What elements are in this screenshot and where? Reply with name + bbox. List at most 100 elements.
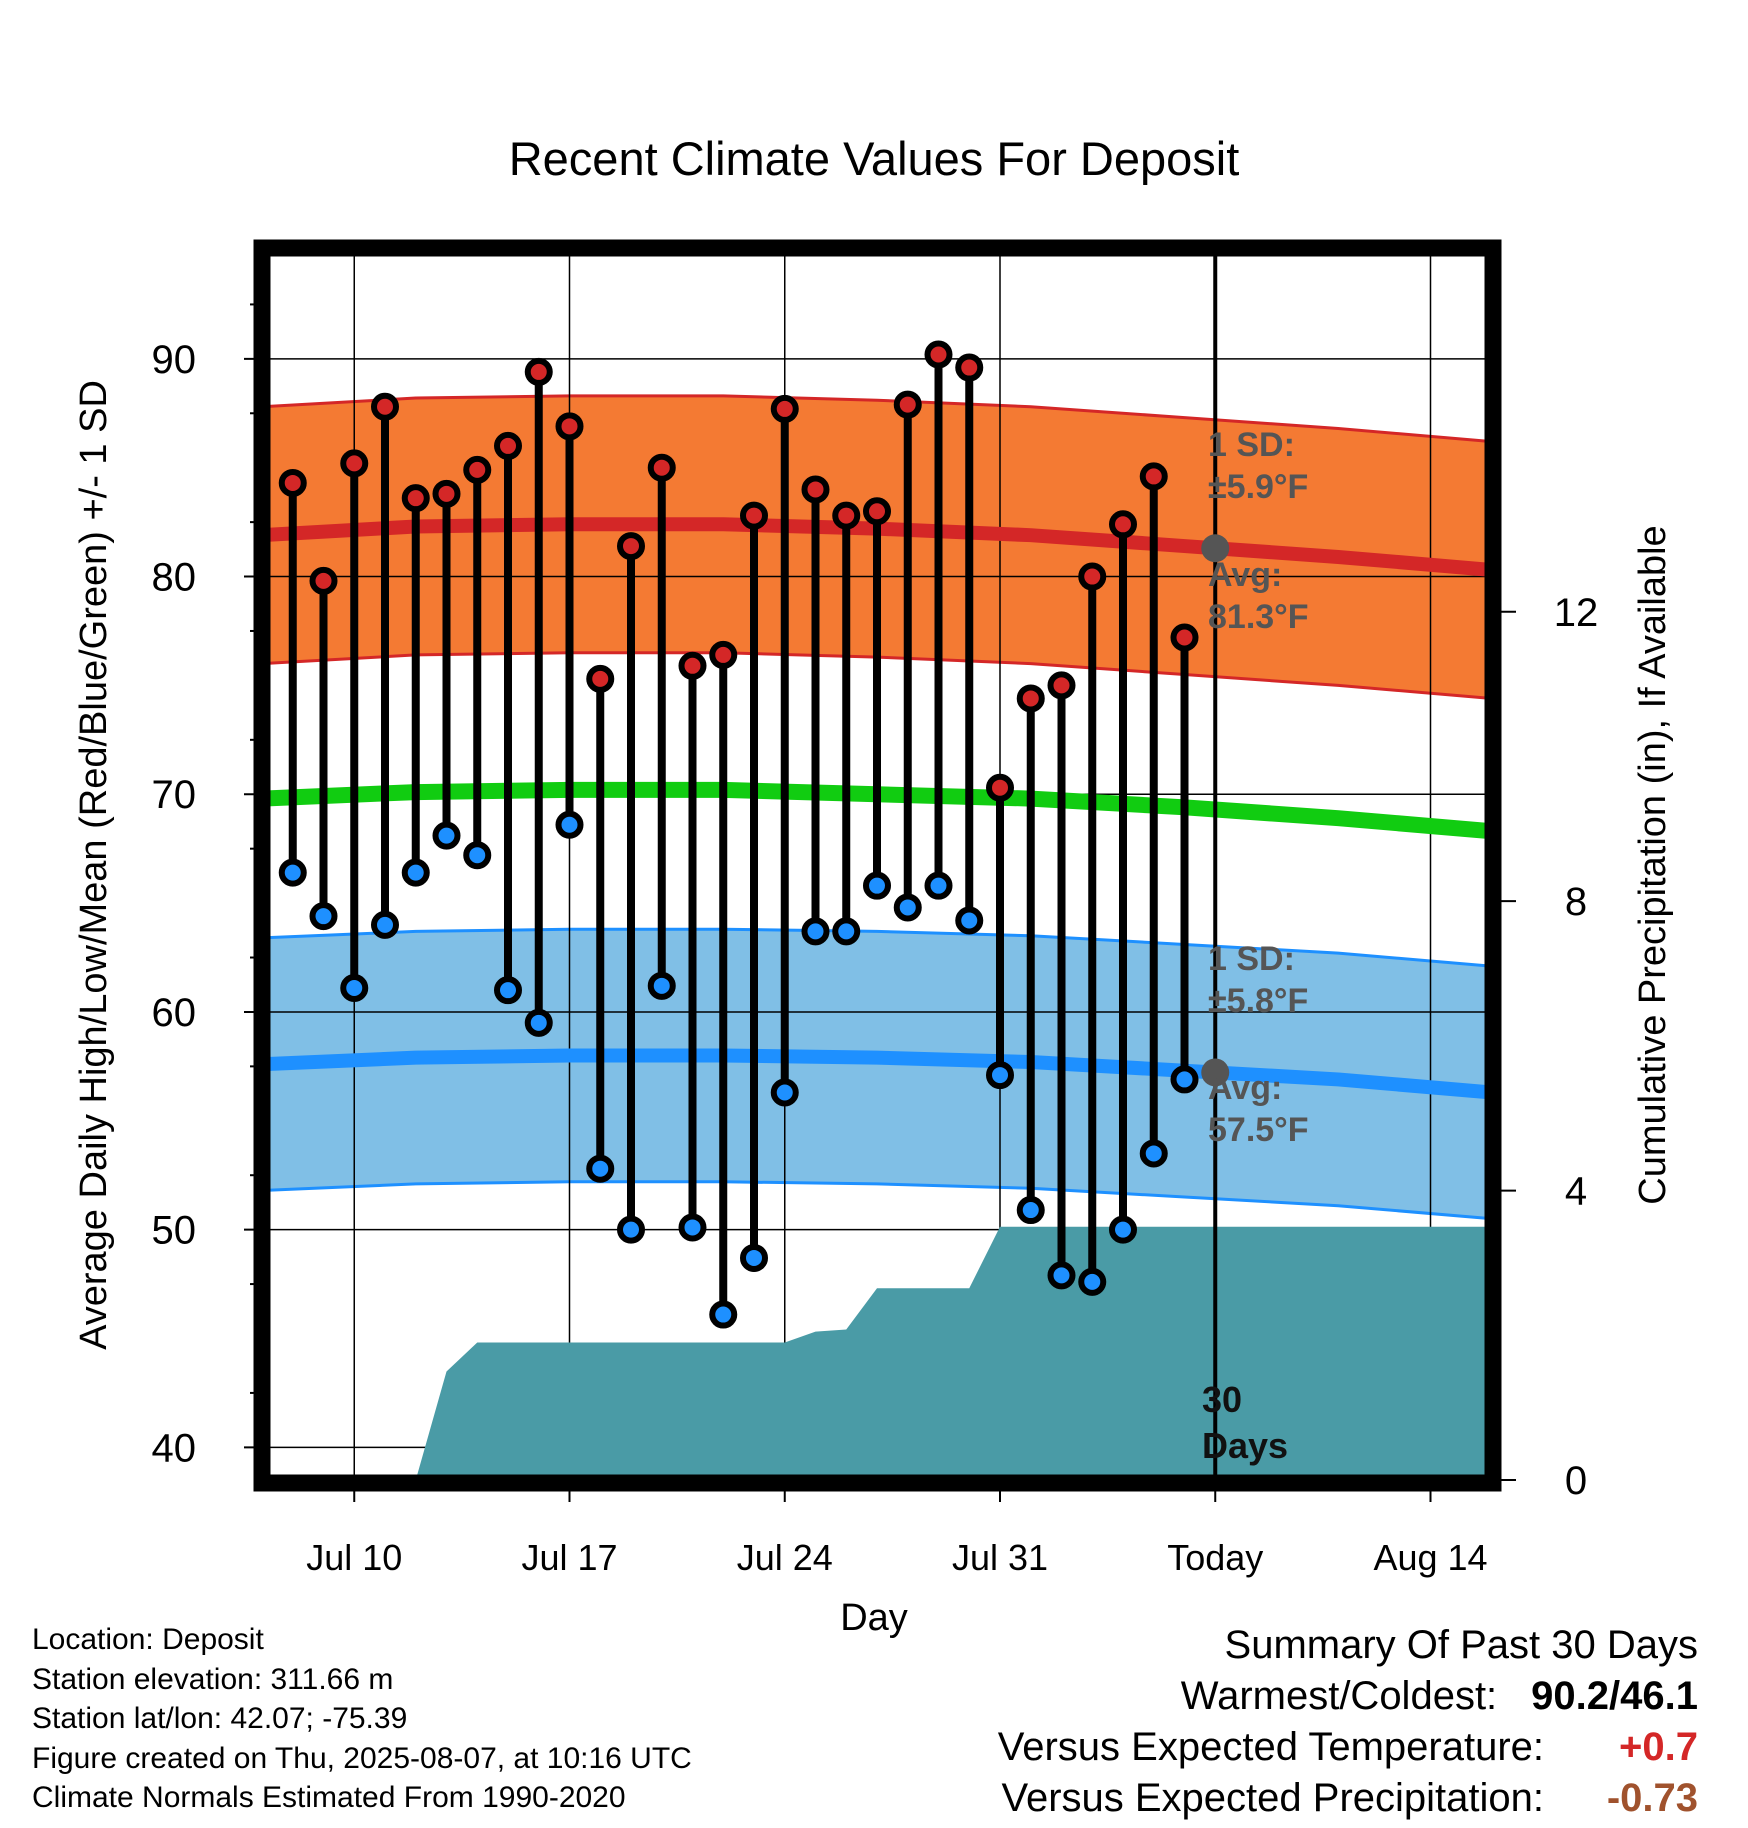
high-dot-2025-07-16: [524, 357, 553, 386]
high-dot-2025-07-29: [924, 340, 953, 369]
high-sd-label: 1 SD:: [1208, 426, 1295, 464]
low-dot-2025-07-09: [309, 902, 338, 931]
high-sd-band-upper: [262, 394, 1492, 444]
x-tick-label-3: Jul 31: [952, 1537, 1048, 1578]
low-dot-2025-07-15: [494, 976, 522, 1005]
low-dot-2025-07-18: [586, 1154, 615, 1183]
high-dot-2025-07-28: [893, 390, 922, 419]
high-dot-2025-08-05: [1139, 462, 1168, 491]
low-dot-2025-08-05: [1139, 1139, 1168, 1168]
precipitation-area: [354, 1226, 1492, 1480]
high-dot-2025-07-09: [309, 566, 338, 595]
low-dot-2025-07-11: [371, 910, 399, 939]
precip-area: [354, 1226, 1492, 1480]
low-dot-2025-07-08: [278, 858, 307, 887]
low-dot-2025-07-23: [740, 1243, 768, 1272]
y-tick-label-0: 40: [152, 1426, 197, 1470]
footer-info: Location: Deposit Station elevation: 311…: [32, 1620, 692, 1818]
y2-tick-label-0: 0: [1565, 1459, 1587, 1503]
low-dot-2025-07-21: [678, 1213, 707, 1242]
high-dot-2025-07-18: [586, 664, 615, 693]
low-dot-2025-08-04: [1109, 1215, 1137, 1244]
high-annotations: 1 SD: ±5.9°F Avg: 81.3°F 1 SD: ±5.8°F Av…: [1208, 426, 1309, 1149]
low-dot-2025-07-10: [340, 974, 369, 1002]
days-annotation: 30 Days: [1202, 1379, 1288, 1466]
y-tick-label-4: 80: [152, 556, 197, 600]
low-avg-value: 57.5°F: [1208, 1111, 1309, 1149]
x-tick-label-5: Aug 14: [1373, 1537, 1487, 1578]
low-dot-2025-08-02: [1047, 1261, 1076, 1290]
low-dot-2025-07-29: [924, 871, 953, 900]
y-tick-label-5: 90: [152, 338, 197, 382]
daily-dots: [278, 340, 1199, 1329]
summary-precip-label: Versus Expected Precipitation:: [1001, 1776, 1544, 1820]
high-dot-2025-07-19: [617, 532, 645, 561]
high-dot-2025-07-17: [555, 412, 584, 441]
plot-area: [262, 250, 1492, 1480]
summary-panel: Summary Of Past 30 Days Warmest/Coldest:…: [998, 1620, 1698, 1824]
low-dot-2025-07-12: [401, 858, 430, 887]
footer-latlon: Station lat/lon: 42.07; -75.39: [32, 1702, 408, 1735]
y-axis-label: Average Daily High/Low/Mean (Red/Blue/Gr…: [73, 380, 115, 1350]
x-tick-label-2: Jul 24: [737, 1537, 833, 1578]
x-tick-label-4: Today: [1167, 1537, 1263, 1578]
summary-warmest-value: 90.2/46.1: [1531, 1674, 1698, 1718]
summary-temp-row: Versus Expected Temperature: +0.7: [998, 1722, 1698, 1773]
low-dot-2025-07-25: [801, 917, 830, 946]
high-dot-2025-07-21: [678, 651, 707, 680]
daily-stems: [288, 354, 1189, 1315]
low-dot-2025-07-30: [955, 906, 984, 935]
low-dot-2025-07-31: [986, 1061, 1014, 1090]
low-sd-value: ±5.8°F: [1208, 982, 1308, 1020]
summary-precip-value: -0.73: [1606, 1776, 1698, 1820]
low-dot-2025-07-20: [647, 971, 676, 1000]
low-dot-2025-07-27: [863, 871, 891, 900]
summary-warmest-label: Warmest/Coldest:: [1180, 1674, 1498, 1718]
low-sd-label: 1 SD:: [1208, 940, 1295, 978]
low-dot-2025-08-03: [1078, 1267, 1107, 1296]
high-dot-2025-07-20: [647, 453, 676, 482]
high-avg-value: 81.3°F: [1208, 598, 1309, 636]
low-sd-band-upper: [262, 927, 1492, 968]
high-dot-2025-07-13: [432, 479, 461, 508]
high-dot-2025-07-23: [740, 501, 768, 530]
low-dot-2025-07-13: [432, 821, 461, 850]
chart-title: Recent Climate Values For Deposit: [509, 132, 1240, 185]
high-dot-2025-07-08: [278, 468, 307, 497]
high-dot-2025-07-26: [832, 501, 861, 530]
y-tick-label-2: 60: [152, 991, 197, 1035]
footer-elevation: Station elevation: 311.66 m: [32, 1662, 394, 1696]
low-dot-2025-07-26: [832, 917, 861, 946]
low-dot-2025-08-01: [1016, 1196, 1045, 1225]
y2-tick-label-3: 12: [1554, 591, 1599, 635]
low-dot-2025-07-28: [893, 893, 922, 922]
high-dot-2025-07-27: [863, 497, 891, 526]
plot-frame: [253, 239, 1502, 1492]
y-tick-label-1: 50: [152, 1209, 197, 1253]
low-dot-2025-07-16: [524, 1008, 553, 1037]
summary-warmest-row: Warmest/Coldest: 90.2/46.1: [998, 1671, 1698, 1722]
low-sd-band-lower: [262, 1180, 1492, 1221]
days-label: Days: [1202, 1425, 1288, 1466]
low-avg-label: Avg:: [1208, 1069, 1282, 1107]
high-dot-2025-07-14: [463, 455, 492, 484]
high-dot-2025-08-06: [1170, 623, 1199, 652]
high-dot-2025-07-12: [401, 484, 430, 513]
high-dot-2025-07-24: [770, 394, 799, 423]
normal-low-line: [262, 1048, 1492, 1100]
low-dot-2025-07-19: [617, 1215, 645, 1244]
high-dot-2025-07-11: [371, 392, 399, 421]
x-tick-label-1: Jul 17: [521, 1537, 617, 1578]
x-tick-label-0: Jul 10: [306, 1537, 402, 1578]
low-dot-2025-07-17: [555, 810, 584, 839]
high-sd-value: ±5.9°F: [1208, 468, 1308, 506]
low-avg-today-dot: [1201, 1058, 1230, 1087]
high-dot-2025-07-25: [801, 475, 830, 504]
axes: 40 50 60 70 80 90 0 4 8 12 Jul 10 Jul 17 Jul 24 Jul 3…: [152, 303, 1599, 1578]
high-dot-2025-08-02: [1047, 671, 1076, 700]
low-dot-2025-07-24: [770, 1078, 799, 1107]
high-dot-2025-08-03: [1078, 562, 1107, 591]
summary-title: Summary Of Past 30 Days: [1224, 1623, 1698, 1667]
y-tick-label-3: 70: [152, 773, 197, 817]
